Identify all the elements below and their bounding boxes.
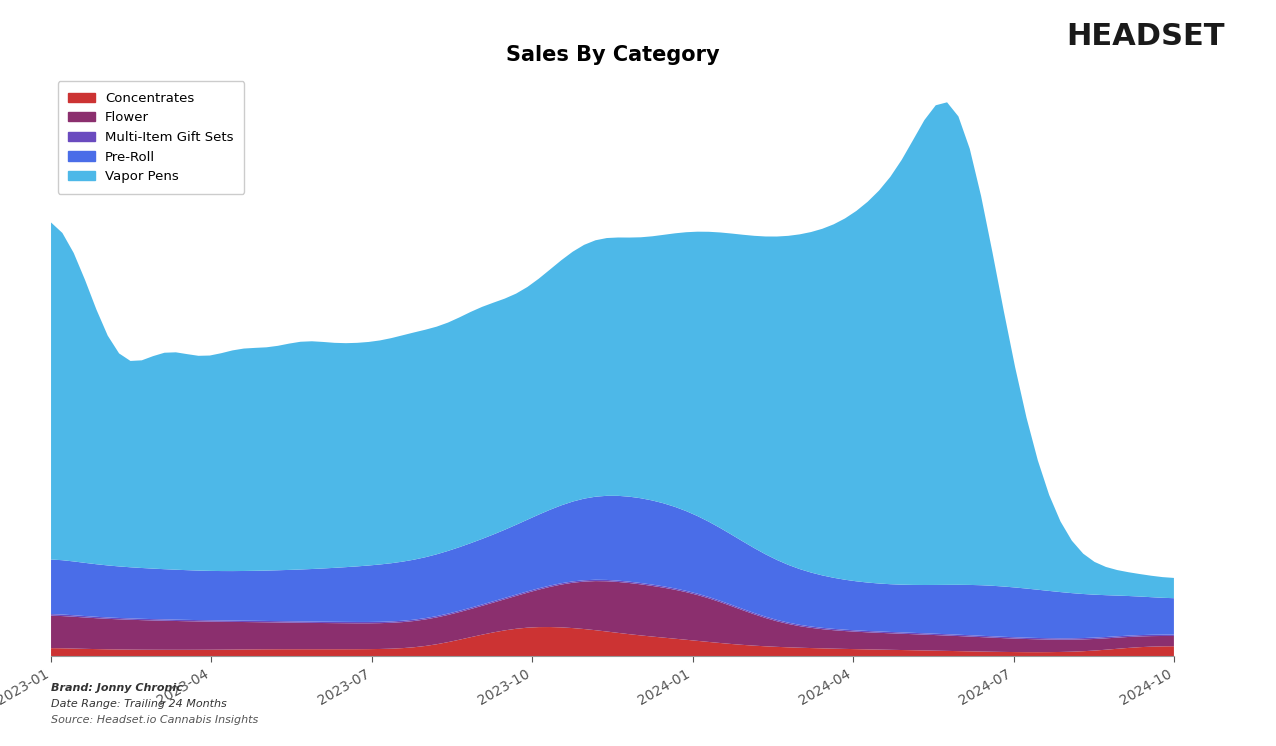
Text: Date Range: Trailing 24 Months: Date Range: Trailing 24 Months	[51, 699, 227, 709]
Text: Brand: Jonny Chronic: Brand: Jonny Chronic	[51, 683, 182, 692]
Text: Sales By Category: Sales By Category	[505, 45, 720, 65]
Legend: Concentrates, Flower, Multi-Item Gift Sets, Pre-Roll, Vapor Pens: Concentrates, Flower, Multi-Item Gift Se…	[57, 81, 244, 194]
Text: Source: Headset.io Cannabis Insights: Source: Headset.io Cannabis Insights	[51, 715, 258, 725]
Text: HEADSET: HEADSET	[1067, 22, 1225, 51]
